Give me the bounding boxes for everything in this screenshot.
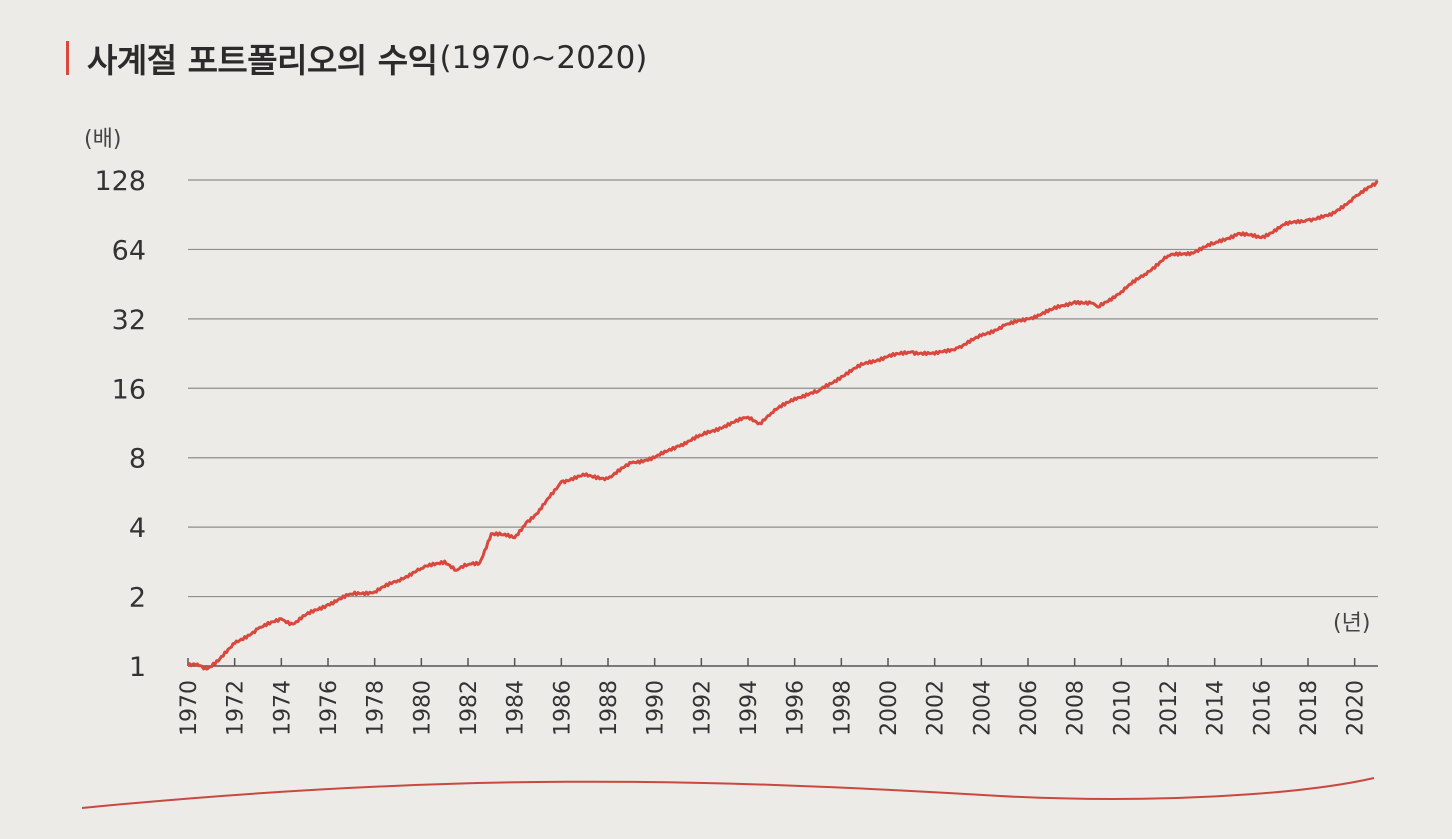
page-decorative-rule [81, 777, 1375, 809]
x-tick-label: 1980 [410, 680, 435, 736]
x-tick-label: 2000 [877, 680, 902, 736]
series-line [186, 180, 1379, 671]
x-tick-label: 2006 [1017, 680, 1042, 736]
x-tick-label: 1978 [364, 680, 389, 736]
y-tick-label: 1 [129, 652, 146, 683]
y-axis-ticks: 1 2 4 8 16 32 64 128 [94, 166, 146, 683]
x-tick-label: 2016 [1250, 680, 1275, 736]
x-tick-label: 2002 [924, 680, 949, 736]
x-tick-label: 2014 [1204, 680, 1229, 736]
x-tick-label: 1992 [690, 680, 715, 736]
gridlines [188, 179, 1378, 598]
x-tick-label: 1990 [644, 680, 669, 736]
y-axis-unit-label: (배) [84, 127, 121, 152]
chart-title: 사계절 포트폴리오의 수익 (1970~2020) [66, 34, 647, 82]
x-axis-unit-label: (년) [1333, 611, 1370, 636]
x-tick-label: 2018 [1297, 680, 1322, 736]
y-tick-label: 4 [129, 513, 146, 544]
series-layer [186, 180, 1379, 671]
y-tick-label: 16 [112, 374, 146, 405]
x-tick-label: 1984 [504, 680, 529, 736]
x-tick-label: 1998 [830, 680, 855, 736]
x-tick-label: 2008 [1064, 680, 1089, 736]
x-tick-label: 1996 [784, 680, 809, 736]
x-tick-label: 1976 [317, 680, 342, 736]
x-tick-label: 2020 [1344, 680, 1369, 736]
x-tick-label: 1986 [550, 680, 575, 736]
title-accent-bar [66, 41, 69, 75]
x-tick-label: 2012 [1157, 680, 1182, 736]
x-tick-label: 2004 [970, 680, 995, 736]
x-tick-label: 1988 [597, 680, 622, 736]
title-main: 사계절 포트폴리오의 수익 [87, 41, 438, 80]
y-tick-label: 2 [129, 583, 146, 614]
x-tick-label: 1972 [224, 680, 249, 736]
x-tick-label: 1974 [270, 680, 295, 736]
x-tick-label: 1994 [737, 680, 762, 736]
y-tick-label: 32 [112, 305, 146, 336]
x-tick-label: 2010 [1110, 680, 1135, 736]
x-tick-label: 1970 [177, 680, 202, 736]
y-tick-label: 128 [94, 166, 146, 197]
x-axis: 1970 1972 1974 1976 1978 1980 1982 1984 1986 1988… [177, 658, 1378, 736]
x-tick-label: 1982 [457, 680, 482, 736]
y-tick-label: 64 [112, 235, 146, 266]
title-sub: (1970~2020) [439, 40, 648, 76]
y-tick-label: 8 [129, 444, 146, 475]
